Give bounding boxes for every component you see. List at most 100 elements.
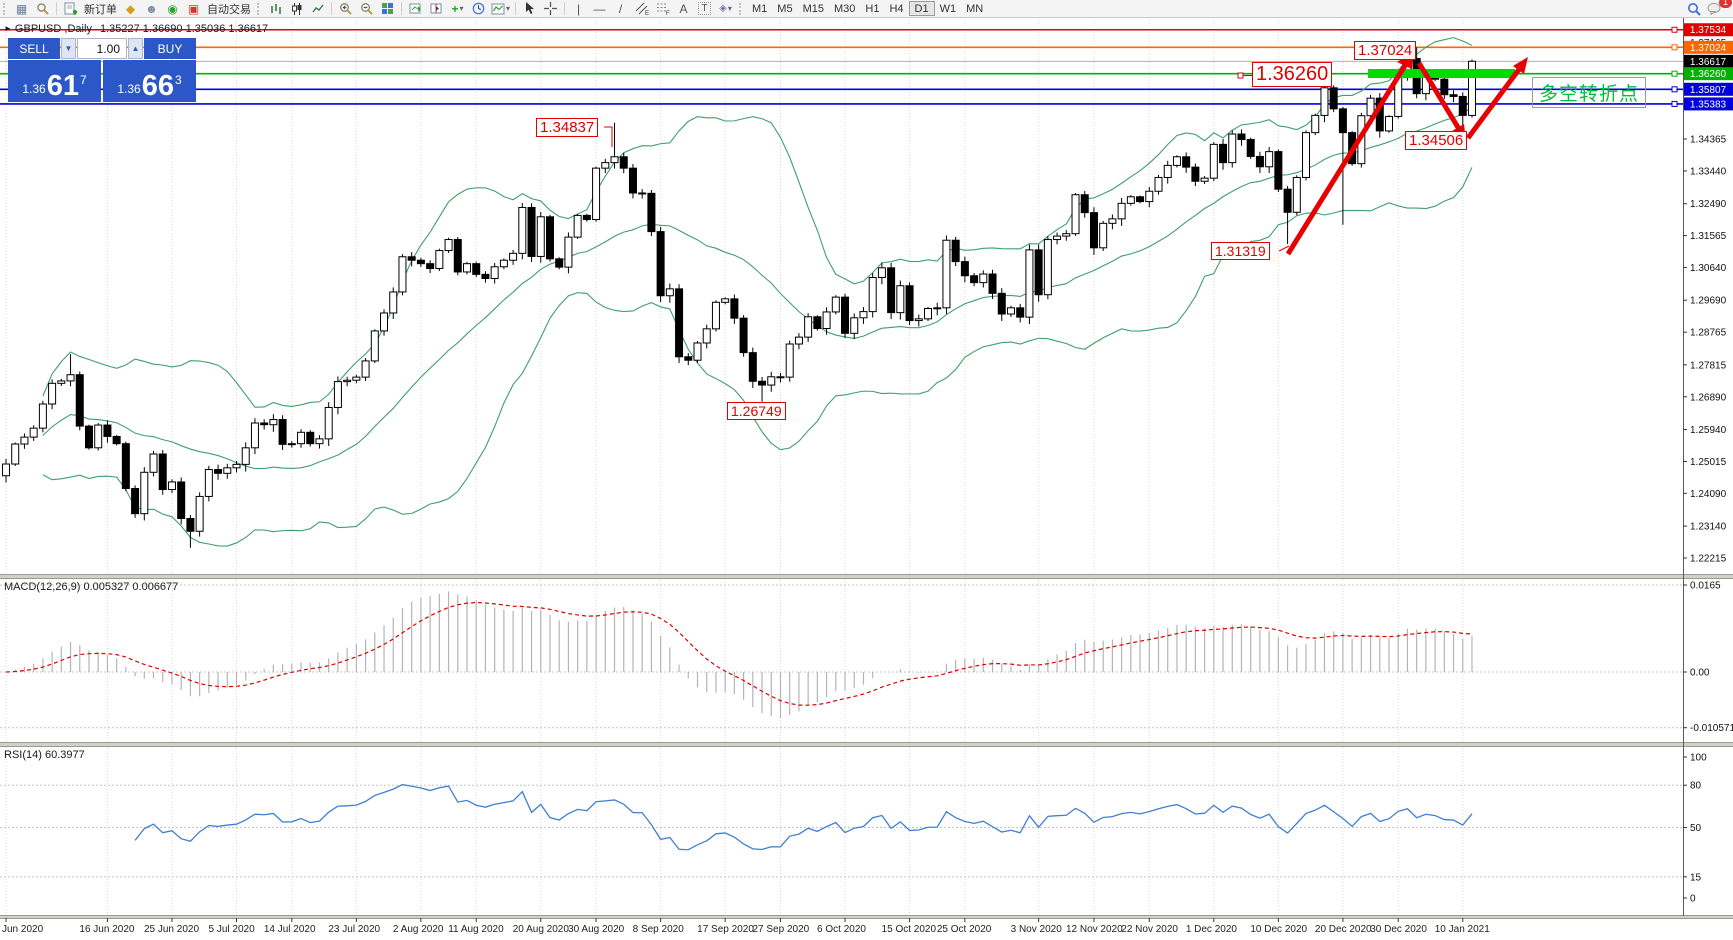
svg-text:1.27815: 1.27815 xyxy=(1690,360,1727,371)
svg-text:1.22215: 1.22215 xyxy=(1690,553,1727,564)
buy-price-big: 66 xyxy=(141,69,174,102)
timeframe-button-w1[interactable]: W1 xyxy=(939,2,957,15)
annotation-price-1-34837[interactable]: 1.34837 xyxy=(536,118,599,138)
annotation-price-1-34506[interactable]: 1.34506 xyxy=(1405,131,1468,151)
clock-icon[interactable] xyxy=(468,1,489,16)
annotation-price-1-31319[interactable]: 1.31319 xyxy=(1211,242,1270,261)
date-axis[interactable]: Jun 2020 16 Jun 2020 25 Jun 2020 5 Jul 2020… xyxy=(2,918,1490,935)
buy-button[interactable]: BUY xyxy=(144,38,196,59)
chart-template-icon[interactable]: ▾ xyxy=(489,1,512,16)
auto-trading-button[interactable]: 自动交易 xyxy=(207,3,251,16)
search-icon[interactable] xyxy=(1683,1,1704,16)
timeframe-button-m5[interactable]: M5 xyxy=(777,2,793,15)
fibonacci-tool-icon[interactable]: F xyxy=(652,1,673,16)
sell-price-button[interactable]: 1.36 61 7 xyxy=(8,60,101,102)
symbol-marker-icon: ► xyxy=(4,24,12,33)
highlight-zone[interactable] xyxy=(1368,69,1515,78)
toolbar-grip xyxy=(3,2,8,15)
annotation-price-1-37024[interactable]: 1.37024 xyxy=(1354,41,1417,61)
svg-text:23 Jul 2020: 23 Jul 2020 xyxy=(328,924,380,935)
timeframe-button-m1[interactable]: M1 xyxy=(752,2,768,15)
bar-chart-icon[interactable] xyxy=(265,1,286,16)
svg-text:1.34365: 1.34365 xyxy=(1690,135,1727,146)
rsi-panel xyxy=(0,783,1683,878)
ohlc-values: 1.35227 1.36690 1.35036 1.36617 xyxy=(99,23,269,35)
svg-text:14 Jul 2020: 14 Jul 2020 xyxy=(264,924,316,935)
text-label-tool-icon[interactable]: T xyxy=(694,1,715,16)
add-indicator-icon[interactable]: + ▾ xyxy=(451,1,464,16)
svg-text:30 Aug 2020: 30 Aug 2020 xyxy=(568,924,625,935)
svg-text:50: 50 xyxy=(1690,823,1702,834)
price-level-lines[interactable] xyxy=(0,28,1683,105)
annotation-price-1-26749[interactable]: 1.26749 xyxy=(727,402,786,421)
chat-icon[interactable]: 1 xyxy=(1704,0,1732,16)
volume-input[interactable]: 1.00 xyxy=(77,38,127,59)
indicator-axes[interactable]: 0.0165 0.00 -0.010571 100 80 50 15 0 xyxy=(1683,581,1733,905)
cursor-icon[interactable] xyxy=(519,1,540,16)
svg-text:1.35383: 1.35383 xyxy=(1690,99,1727,110)
candlestick-chart-icon[interactable] xyxy=(286,1,307,16)
crosshair-icon[interactable] xyxy=(540,1,561,16)
equidistant-channel-tool-icon[interactable]: E xyxy=(631,1,652,16)
line-chart-icon[interactable] xyxy=(307,1,328,16)
svg-text:1.35807: 1.35807 xyxy=(1690,85,1727,96)
new-chart-icon[interactable]: ▦ xyxy=(15,1,28,16)
shapes-tool-icon[interactable]: ◈ ▾ xyxy=(719,2,732,14)
sell-price-prefix: 1.36 xyxy=(22,82,46,96)
chart-preview-icon[interactable] xyxy=(32,1,53,16)
toolbar-grip xyxy=(257,2,262,15)
volume-up-button[interactable]: ▲ xyxy=(128,38,143,59)
auto-trading-icon[interactable]: ▣ xyxy=(187,1,200,16)
timeframe-button-mn[interactable]: MN xyxy=(966,2,984,15)
zoom-in-icon[interactable] xyxy=(335,1,356,16)
text-tool-icon[interactable]: A xyxy=(679,1,688,16)
profile-icon[interactable]: ☻ xyxy=(145,1,158,16)
svg-text:25 Oct 2020: 25 Oct 2020 xyxy=(937,924,992,935)
price-axis[interactable]: 1.371651.362401.353151.343651.334401.324… xyxy=(1671,23,1733,564)
buy-price-button[interactable]: 1.36 66 3 xyxy=(103,60,196,102)
vertical-line-tool-icon[interactable]: | xyxy=(576,1,581,16)
svg-text:F: F xyxy=(666,11,670,15)
toolbar-grip xyxy=(739,2,744,15)
timeframe-group: M1 M5 M15 M30 H1 H4 D1 W1 MN xyxy=(747,1,988,16)
styler-icon[interactable]: ◆ xyxy=(125,1,136,16)
signals-icon[interactable]: ◉ xyxy=(167,1,178,16)
new-order-button[interactable]: 新订单 xyxy=(84,3,117,16)
annotation-callouts xyxy=(604,72,1290,252)
trend-arrows[interactable] xyxy=(1285,52,1528,256)
new-order-icon[interactable] xyxy=(60,1,81,16)
trendline-tool-icon[interactable]: / xyxy=(618,1,623,16)
svg-text:5 Jul 2020: 5 Jul 2020 xyxy=(209,924,256,935)
tile-windows-icon[interactable] xyxy=(377,1,398,16)
svg-text:1.28765: 1.28765 xyxy=(1690,328,1727,339)
timeframe-button-d1[interactable]: D1 xyxy=(908,1,935,16)
svg-text:1.24090: 1.24090 xyxy=(1690,489,1727,500)
svg-text:27 Sep 2020: 27 Sep 2020 xyxy=(752,924,809,935)
gridlines xyxy=(5,17,1464,915)
svg-text:16 Jun 2020: 16 Jun 2020 xyxy=(79,924,134,935)
timeframe-button-m15[interactable]: M15 xyxy=(802,2,824,15)
arrange-windows-icon[interactable] xyxy=(405,1,426,16)
horizontal-line-tool-icon[interactable]: — xyxy=(593,1,606,16)
timeframe-button-h4[interactable]: H4 xyxy=(889,2,904,15)
annotation-note-text[interactable]: 多空转折点 xyxy=(1532,77,1647,108)
sell-button[interactable]: SELL xyxy=(8,38,60,59)
toolbar-separator xyxy=(56,2,57,15)
toolbar-separator xyxy=(564,2,566,15)
toolbar-separator xyxy=(331,2,332,15)
zoom-out-icon[interactable] xyxy=(356,1,377,16)
rsi-label: RSI(14) 60.3977 xyxy=(4,749,85,761)
toolbar: ▦ 新订单 ◆ ☻ ◉ ▣ 自动交易 xyxy=(0,0,1733,18)
svg-text:25 Jun 2020: 25 Jun 2020 xyxy=(144,924,199,935)
svg-text:20 Aug 2020: 20 Aug 2020 xyxy=(513,924,570,935)
step-back-icon[interactable] xyxy=(426,1,447,16)
svg-text:15: 15 xyxy=(1690,872,1702,883)
svg-text:0.00: 0.00 xyxy=(1690,668,1710,679)
annotation-price-1-36260[interactable]: 1.36260 xyxy=(1252,62,1333,87)
svg-text:3 Nov 2020: 3 Nov 2020 xyxy=(1011,924,1063,935)
timeframe-button-m30[interactable]: M30 xyxy=(833,2,856,15)
volume-down-button[interactable]: ▼ xyxy=(61,38,76,59)
timeframe-button-h1[interactable]: H1 xyxy=(865,2,880,15)
